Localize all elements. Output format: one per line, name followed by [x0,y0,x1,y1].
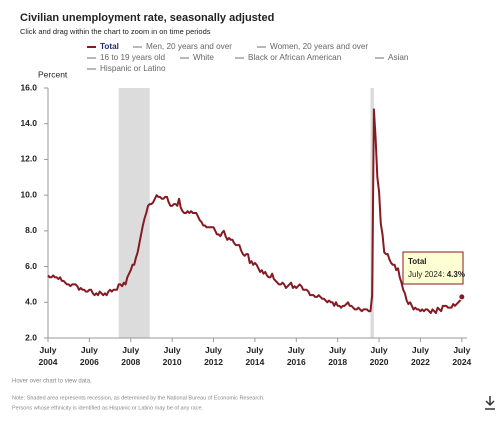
legend-label: Men, 20 years and over [146,42,232,51]
y-axis-label: Percent [38,69,68,79]
x-tick-label: July 2010 [163,345,182,367]
note: Note: Shaded area represents recession, … [12,395,265,401]
hover-point [458,293,466,301]
legend-item[interactable]: Hispanic or Latino [87,64,166,73]
legend-item[interactable]: Asian [375,53,409,62]
recession-band [118,88,150,338]
chart-title: Civilian unemployment rate, seasonally a… [20,12,274,24]
tooltip-value: 4.3% [447,270,465,279]
y-tick-label: 16.0 [20,82,37,92]
x-tick-label: July 2014 [245,345,264,367]
tooltip-box [402,251,464,285]
download-button[interactable] [485,396,495,410]
y-tick-label: 4.0 [25,297,37,307]
y-tick-label: 12.0 [20,154,37,164]
legend-item[interactable]: Women, 20 years and over [257,42,368,51]
legend-label: White [193,53,214,62]
y-tick-label: 2.0 [25,332,37,342]
x-tick-label: July 2024 [452,345,471,367]
x-tick-label: July 2008 [121,345,140,367]
tooltip-title: Total [408,257,427,266]
x-tick-label: July 2018 [328,345,347,367]
line [47,108,463,314]
legend-item[interactable]: Men, 20 years and over [133,42,232,51]
y-tick-label: 10.0 [20,189,37,199]
hover-note: Hover over chart to view data. [12,379,92,385]
legend-label: Total [100,42,119,51]
y-tick-label: 8.0 [25,225,37,235]
legend-item[interactable]: White [180,53,214,62]
legend-item[interactable]: Total [87,42,119,51]
legend-label: Women, 20 years and over [270,42,368,51]
x-tick-label: July 2020 [370,345,389,367]
legend-label: Asian [388,53,409,62]
legend-item[interactable]: Black or African American [235,53,342,62]
tooltip-date: July 2024: [408,270,444,279]
note: Persons whose ethnicity is identified as… [12,405,204,411]
x-tick-label: July 2012 [204,345,223,367]
x-tick-label: July 2004 [39,345,58,367]
y-tick-label: 6.0 [25,261,37,271]
tooltip: Total July 2024: 4.3% [402,251,465,285]
legend-label: 16 to 19 years old [100,53,166,62]
x-tick-label: July 2022 [411,345,430,367]
tooltip-text: July 2024: 4.3% [408,270,465,279]
x-tick-label: July 2006 [80,345,99,367]
y-tick-label: 14.0 [20,118,37,128]
chart-subtitle: Click and drag within the chart to zoom … [20,27,211,36]
legend-label: Hispanic or Latino [100,64,166,73]
download-icon[interactable] [485,396,495,410]
legend-item[interactable]: 16 to 19 years old [87,53,166,62]
x-tick-label: July 2016 [287,345,306,367]
legend-label: Black or African American [248,53,342,62]
